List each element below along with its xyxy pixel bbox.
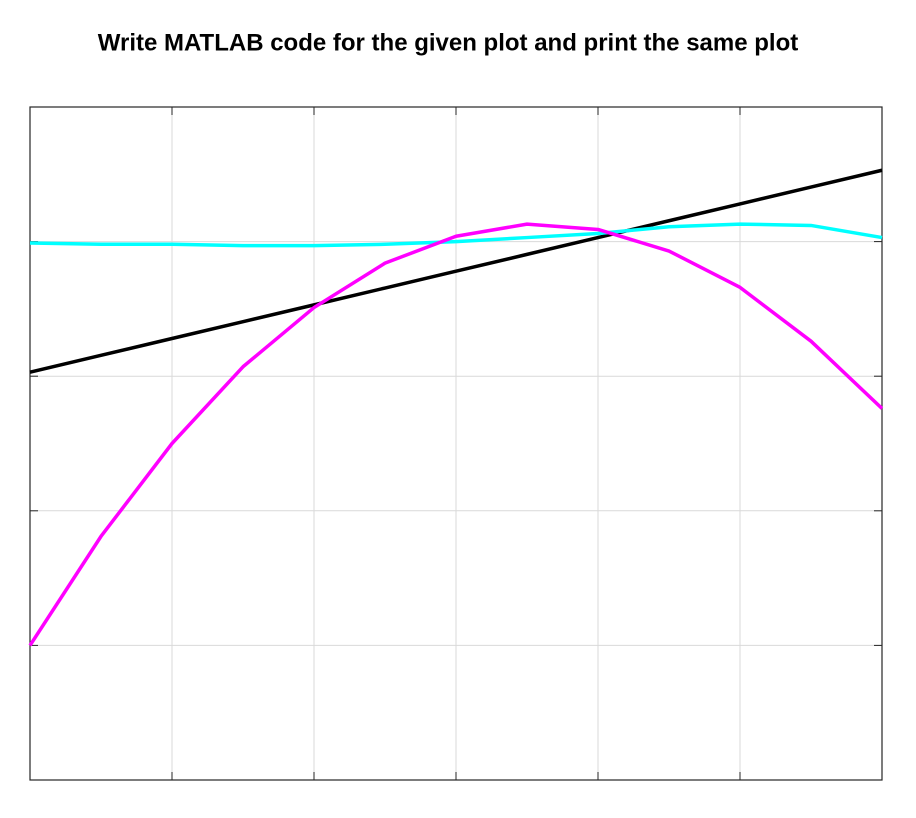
series-line [29,168,883,374]
series-line [29,222,883,248]
series-line [28,222,884,647]
chart-title: Write MATLAB code for the given plot and… [98,29,798,56]
plot-frame [29,106,883,781]
